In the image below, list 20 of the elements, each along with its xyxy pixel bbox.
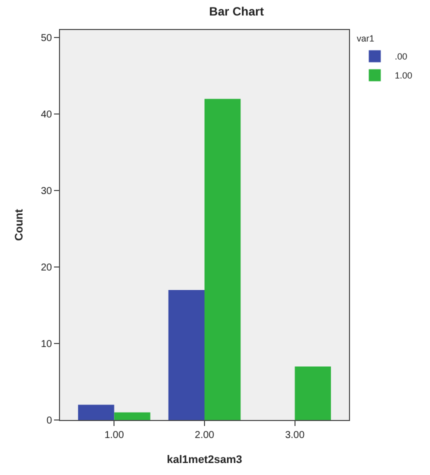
x-tick-label: 2.00	[194, 430, 215, 441]
x-tick-label: 3.00	[285, 430, 305, 441]
chart-title: Bar Chart	[209, 4, 264, 19]
x-tick-label: 1.00	[104, 430, 124, 441]
y-tick-label: 20	[40, 262, 52, 274]
y-tick-label: 40	[40, 110, 52, 121]
y-tick-label: 30	[40, 186, 52, 198]
legend-label: 1.00	[394, 70, 412, 81]
bar	[168, 290, 204, 420]
x-axis-title: kal1met2sam3	[166, 454, 242, 466]
y-axis-title: Count	[14, 208, 26, 241]
legend-title: var1	[356, 34, 374, 44]
bar	[204, 98, 241, 420]
bar	[114, 412, 150, 420]
y-tick-label: 50	[40, 33, 52, 44]
y-tick-label: 10	[40, 339, 52, 350]
y-tick-label: 0	[46, 416, 52, 426]
bar	[294, 366, 331, 420]
bar	[78, 404, 114, 420]
legend-label: .00	[394, 52, 408, 62]
